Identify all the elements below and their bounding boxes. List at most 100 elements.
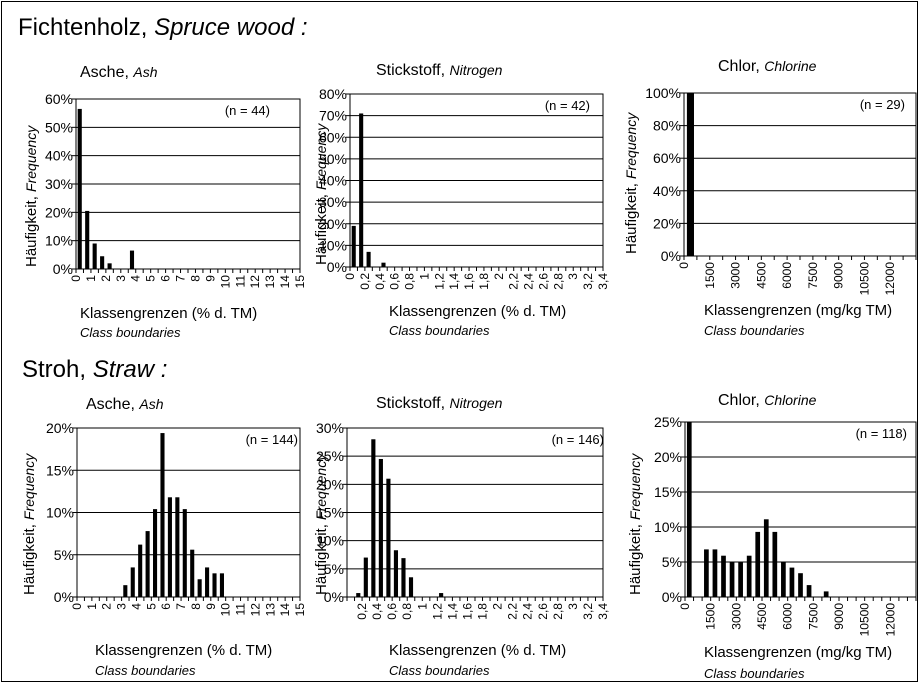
bar	[130, 567, 135, 597]
y-tick-label: 20%	[316, 476, 344, 492]
y-tick-label: 20%	[319, 216, 347, 232]
bar	[212, 573, 217, 597]
x-tick-label: 1,4	[445, 603, 459, 620]
y-tick-label: 0%	[662, 589, 682, 605]
y-axis-label: Häufigkeit, Frequency	[313, 123, 330, 265]
x-tick-label: 10500	[857, 262, 871, 296]
y-axis-label-de: Häufigkeit,	[623, 179, 640, 254]
bar	[686, 422, 692, 597]
x-tick-label: 1	[85, 603, 99, 610]
x-tick-label: 9	[204, 603, 218, 610]
bar	[175, 497, 180, 597]
x-tick-label: 3000	[729, 603, 743, 630]
x-tick-label: 2,2	[507, 273, 521, 290]
plot-frame	[684, 421, 917, 598]
chart-2: Chlor, Chlorine 0% 20% 40% 60% 80% 100% 0 1500 30…	[623, 58, 917, 338]
y-tick-label: 40%	[45, 148, 73, 164]
y-tick-label: 5%	[54, 547, 74, 563]
bar	[746, 555, 752, 597]
x-tick-label: 3	[566, 603, 580, 610]
chart-title-de: Stickstoff,	[376, 395, 450, 412]
n-label: (n = 42)	[545, 98, 590, 113]
section-title-straw: Stroh, Straw :	[22, 356, 167, 384]
x-tick-label: 0,6	[385, 603, 399, 620]
x-axis-label-de: Klassengrenzen (mg/kg TM)	[704, 302, 892, 319]
x-tick-label: 0,2	[355, 603, 369, 620]
x-tick-label: 4500	[754, 262, 768, 289]
x-tick-label: 4	[129, 275, 143, 282]
x-tick-label: 0,6	[388, 273, 402, 290]
y-axis-label: Häufigkeit, Frequency	[627, 453, 644, 595]
chart-title: Asche, Ash	[80, 64, 158, 81]
y-axis-label-en: Frequency	[23, 125, 39, 192]
x-tick-label: 2	[99, 275, 113, 282]
y-tick-label: 20%	[46, 420, 74, 436]
y-tick-label: 20%	[653, 215, 681, 231]
y-tick-label: 10%	[46, 505, 74, 521]
x-tick-label: 9000	[832, 262, 846, 289]
bar	[190, 549, 195, 597]
y-tick-label: 0%	[661, 248, 681, 264]
x-tick-label: 12000	[883, 262, 897, 296]
bar	[138, 544, 143, 597]
x-tick-label: 3,2	[581, 273, 595, 290]
bar	[393, 550, 399, 597]
bar	[205, 567, 210, 597]
x-tick-label: 3	[566, 273, 580, 280]
y-tick-label: 10%	[316, 533, 344, 549]
bar	[77, 108, 82, 270]
x-axis-label-en: Class boundaries	[704, 323, 805, 338]
x-tick-label: 8	[188, 275, 202, 282]
bar	[378, 458, 383, 597]
chart-title-en: Chlorine	[764, 58, 816, 74]
x-tick-label: 3	[115, 603, 129, 610]
chart-1: Stickstoff, Nitrogen 0% 10% 20% 30% 40% 50% 60%…	[313, 62, 610, 338]
x-tick-label: 2,6	[536, 603, 550, 620]
y-tick-label: 40%	[319, 173, 347, 189]
y-tick-label: 15%	[316, 505, 344, 521]
x-tick-label: 2	[100, 603, 114, 610]
chart-title-en: Ash	[132, 64, 157, 80]
x-tick-label: 0	[678, 603, 692, 610]
bar	[381, 262, 386, 267]
y-tick-label: 0%	[54, 589, 74, 605]
y-tick-label: 50%	[45, 119, 73, 135]
y-axis-label-en: Frequency	[313, 453, 329, 520]
x-tick-label: 12	[248, 603, 262, 617]
bar	[763, 519, 769, 597]
y-axis-label: Häufigkeit, Frequency	[21, 453, 38, 595]
y-tick-label: 0%	[53, 261, 73, 277]
bar	[359, 113, 364, 268]
x-tick-label: 3,4	[596, 603, 610, 620]
x-tick-label: 10	[219, 603, 233, 617]
bar	[123, 585, 128, 597]
bar	[182, 509, 187, 597]
x-tick-label: 2	[492, 273, 506, 280]
x-tick-label: 1	[415, 603, 429, 610]
y-axis-label-de: Häufigkeit,	[627, 520, 644, 595]
bar	[704, 549, 709, 597]
n-label: (n = 146)	[552, 432, 604, 447]
y-tick-label: 0%	[324, 589, 344, 605]
x-tick-label: 1,2	[430, 603, 444, 620]
chart-title-en: Ash	[138, 396, 163, 412]
x-tick-label: 2,2	[506, 603, 520, 620]
x-tick-label: 2,4	[521, 603, 535, 620]
y-tick-label: 5%	[324, 561, 344, 577]
chart-title-de: Stickstoff,	[376, 62, 450, 79]
y-axis-label: Häufigkeit, Frequency	[23, 125, 40, 267]
bar	[219, 573, 224, 597]
x-tick-label: 3	[114, 275, 128, 282]
y-tick-label: 60%	[653, 150, 681, 166]
x-tick-label: 5	[144, 603, 158, 610]
x-axis-label-de: Klassengrenzen (% d. TM)	[80, 305, 257, 322]
x-tick-label: 1	[84, 275, 98, 282]
chart-title: Stickstoff, Nitrogen	[376, 395, 503, 412]
y-axis-label-de: Häufigkeit,	[23, 192, 40, 267]
bar	[738, 562, 743, 597]
chart-title-de: Asche,	[80, 64, 133, 81]
x-tick-label: 2,8	[551, 273, 565, 290]
bar	[823, 591, 829, 597]
